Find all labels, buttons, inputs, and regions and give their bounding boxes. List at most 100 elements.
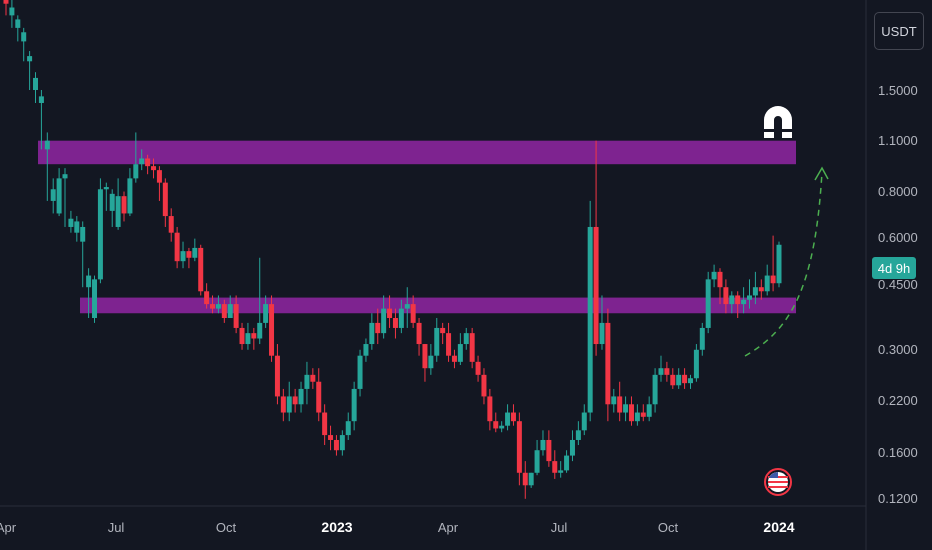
countdown-tag: 4d 9h — [872, 257, 916, 279]
candle — [493, 412, 499, 433]
candle — [410, 295, 416, 328]
candle — [658, 355, 664, 382]
candle — [510, 404, 516, 426]
candle — [587, 200, 593, 422]
candle — [145, 154, 151, 175]
candle — [534, 439, 540, 476]
price-tick-label: 1.1000 — [878, 133, 918, 148]
candle — [564, 450, 570, 473]
candle — [422, 344, 428, 382]
price-tick-label: 0.1200 — [878, 491, 918, 506]
candle — [86, 268, 92, 319]
candle — [599, 295, 605, 350]
candle — [103, 182, 109, 211]
candle — [487, 388, 493, 431]
candle — [210, 295, 216, 314]
candle — [617, 381, 623, 422]
price-tick-label: 0.6000 — [878, 230, 918, 245]
candle — [50, 178, 56, 214]
price-tick-label: 0.3000 — [878, 342, 918, 357]
candle — [9, 0, 15, 28]
projection-arrow — [744, 171, 823, 357]
candle — [239, 322, 245, 350]
candle — [33, 72, 39, 103]
candle — [416, 318, 422, 356]
candle — [186, 247, 192, 269]
zones-layer — [38, 140, 796, 314]
price-axis[interactable]: 1.5000 1.1000 0.8000 0.6000 0.4500 0.3000 0.22… — [878, 83, 918, 506]
countdown-label: 4d 9h — [877, 260, 911, 276]
candle — [21, 27, 27, 62]
candle — [634, 404, 640, 426]
candle — [56, 168, 62, 217]
currency-button[interactable]: USDT — [874, 12, 924, 50]
price-tick-label: 0.8000 — [878, 184, 918, 199]
candle — [499, 421, 505, 433]
candle — [174, 226, 180, 269]
candle — [121, 191, 127, 222]
candle — [705, 271, 711, 334]
candle — [505, 404, 511, 431]
candle — [404, 287, 410, 328]
candle — [522, 461, 528, 499]
time-tick-label: 2023 — [321, 519, 352, 535]
candle — [257, 257, 263, 345]
candle — [233, 295, 239, 334]
candle — [328, 425, 334, 451]
price-tick-label: 0.1600 — [878, 445, 918, 460]
candle — [215, 295, 221, 314]
candle — [180, 241, 186, 269]
candle — [15, 15, 21, 42]
candle — [699, 322, 705, 356]
candle — [322, 404, 328, 446]
candle — [711, 264, 717, 288]
candle — [516, 412, 522, 486]
candle — [381, 295, 387, 339]
candle — [552, 450, 558, 479]
candle — [127, 168, 133, 217]
candle — [44, 132, 50, 201]
candle — [192, 238, 198, 262]
time-tick-label: Apr — [438, 520, 459, 535]
candle — [676, 368, 682, 389]
candle — [251, 327, 257, 350]
time-axis[interactable]: Apr Jul Oct 2023 Apr Jul Oct 2024 — [0, 519, 795, 535]
time-tick-label: Apr — [0, 520, 17, 535]
candle — [735, 291, 741, 319]
price-tick-label: 1.5000 — [878, 83, 918, 98]
candle — [115, 178, 121, 230]
candle — [746, 279, 752, 309]
candle — [446, 322, 452, 362]
candle — [723, 279, 729, 314]
candle — [623, 396, 629, 422]
candle — [357, 349, 363, 397]
candle — [717, 268, 723, 305]
candle — [92, 275, 98, 323]
time-tick-label: Oct — [216, 520, 237, 535]
currency-label: USDT — [881, 23, 917, 39]
candle — [369, 313, 375, 350]
candle — [776, 241, 782, 288]
candle — [540, 430, 546, 456]
candle — [752, 271, 758, 305]
candle — [263, 295, 269, 328]
candle — [310, 368, 316, 389]
candle — [316, 368, 322, 422]
candle — [640, 404, 646, 422]
candle — [387, 295, 393, 328]
candle — [162, 178, 168, 227]
candle — [375, 308, 381, 345]
overlay-layer — [744, 106, 829, 496]
candle — [204, 283, 210, 309]
candle — [558, 461, 564, 478]
candle — [451, 349, 457, 369]
candle — [304, 361, 310, 405]
time-tick-label: Jul — [108, 520, 125, 535]
candles-layer — [3, 0, 782, 499]
candle — [693, 344, 699, 382]
candle — [475, 355, 481, 382]
price-tick-label: 0.2200 — [878, 393, 918, 408]
candle — [363, 338, 369, 362]
